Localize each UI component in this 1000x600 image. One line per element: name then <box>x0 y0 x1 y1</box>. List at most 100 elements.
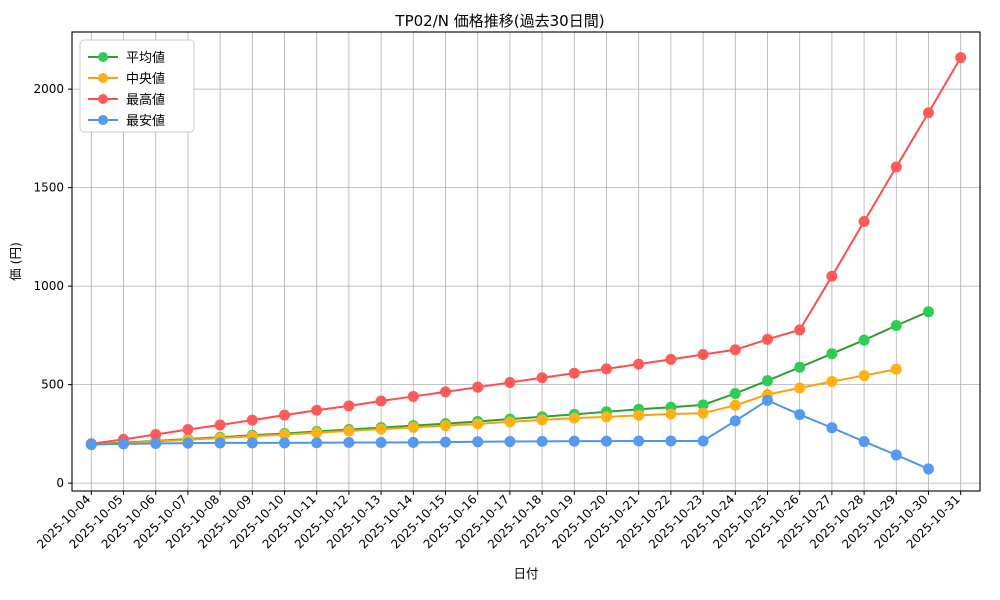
data-point-3[interactable] <box>214 437 226 449</box>
data-point-1[interactable] <box>826 375 838 387</box>
data-point-1[interactable] <box>890 363 902 375</box>
data-point-3[interactable] <box>85 439 97 451</box>
data-point-1[interactable] <box>472 418 484 430</box>
data-point-2[interactable] <box>890 161 902 173</box>
legend-marker-2 <box>98 94 108 104</box>
series-line-2 <box>90 56 962 445</box>
data-point-1[interactable] <box>440 420 452 432</box>
data-point-3[interactable] <box>794 409 806 421</box>
data-point-2[interactable] <box>375 395 387 407</box>
data-point-1[interactable] <box>407 421 419 433</box>
data-point-3[interactable] <box>568 435 580 447</box>
data-point-3[interactable] <box>665 435 677 447</box>
data-point-2[interactable] <box>150 428 162 440</box>
legend-label-3: 最安値 <box>126 113 165 129</box>
data-point-2[interactable] <box>794 324 806 336</box>
data-point-2[interactable] <box>826 270 838 282</box>
data-point-2[interactable] <box>955 52 967 64</box>
data-point-3[interactable] <box>826 422 838 434</box>
data-point-2[interactable] <box>922 107 934 119</box>
data-point-3[interactable] <box>182 437 194 449</box>
legend-label-0: 平均値 <box>126 50 165 66</box>
data-point-3[interactable] <box>922 463 934 475</box>
legend-marker-3 <box>98 115 108 125</box>
y-axis-tick-label: 1500 <box>33 181 64 195</box>
data-point-3[interactable] <box>472 436 484 448</box>
data-point-3[interactable] <box>729 415 741 427</box>
data-point-0[interactable] <box>729 387 741 399</box>
data-point-1[interactable] <box>794 382 806 394</box>
data-point-2[interactable] <box>182 424 194 436</box>
data-point-2[interactable] <box>858 216 870 228</box>
data-point-2[interactable] <box>343 400 355 412</box>
data-point-2[interactable] <box>697 348 709 360</box>
data-point-1[interactable] <box>375 423 387 435</box>
data-point-1[interactable] <box>858 370 870 382</box>
data-point-1[interactable] <box>504 416 516 428</box>
data-point-2[interactable] <box>633 358 645 370</box>
y-axis-tick-label: 1000 <box>33 279 64 293</box>
data-point-3[interactable] <box>858 436 870 448</box>
chart-title: TP02/N 価格推移(過去30日間) <box>395 12 605 30</box>
data-point-2[interactable] <box>440 386 452 398</box>
legend-marker-0 <box>98 52 108 62</box>
legend-box <box>79 39 195 133</box>
legend-label-2: 最高値 <box>126 92 165 108</box>
legend-label-1: 中央値 <box>126 71 165 87</box>
data-point-0[interactable] <box>858 334 870 346</box>
data-point-0[interactable] <box>826 348 838 360</box>
data-point-2[interactable] <box>311 404 323 416</box>
data-point-2[interactable] <box>729 344 741 356</box>
data-point-3[interactable] <box>600 435 612 447</box>
data-point-3[interactable] <box>343 437 355 449</box>
data-point-3[interactable] <box>279 437 291 449</box>
data-point-1[interactable] <box>633 409 645 421</box>
data-point-0[interactable] <box>761 375 773 387</box>
data-point-3[interactable] <box>697 435 709 447</box>
data-point-3[interactable] <box>407 436 419 448</box>
data-point-1[interactable] <box>600 411 612 423</box>
data-point-3[interactable] <box>246 437 258 449</box>
y-axis-label: 価 (円) <box>8 242 23 281</box>
data-point-2[interactable] <box>279 409 291 421</box>
data-point-3[interactable] <box>311 437 323 449</box>
data-point-0[interactable] <box>794 361 806 373</box>
data-point-3[interactable] <box>536 435 548 447</box>
data-point-1[interactable] <box>311 427 323 439</box>
data-point-2[interactable] <box>504 376 516 388</box>
data-point-0[interactable] <box>922 306 934 318</box>
y-axis-tick-label: 2000 <box>33 82 64 96</box>
series-line-1 <box>90 368 898 446</box>
data-point-1[interactable] <box>536 414 548 426</box>
data-point-1[interactable] <box>697 407 709 419</box>
x-axis-label: 日付 <box>513 566 538 581</box>
data-point-1[interactable] <box>729 399 741 411</box>
legend-marker-1 <box>98 73 108 83</box>
data-point-1[interactable] <box>665 408 677 420</box>
data-point-3[interactable] <box>504 436 516 448</box>
y-axis-tick-label: 500 <box>41 378 64 392</box>
data-point-2[interactable] <box>407 390 419 402</box>
data-point-3[interactable] <box>118 438 130 450</box>
data-point-3[interactable] <box>890 449 902 461</box>
data-point-3[interactable] <box>761 394 773 406</box>
data-point-2[interactable] <box>536 372 548 384</box>
data-point-2[interactable] <box>214 419 226 431</box>
data-point-2[interactable] <box>246 414 258 426</box>
data-point-1[interactable] <box>568 412 580 424</box>
data-point-3[interactable] <box>633 435 645 447</box>
data-point-1[interactable] <box>343 425 355 437</box>
data-point-2[interactable] <box>568 367 580 379</box>
plot-frame <box>71 31 981 492</box>
data-point-2[interactable] <box>665 353 677 365</box>
data-point-2[interactable] <box>600 363 612 375</box>
data-point-3[interactable] <box>375 437 387 449</box>
data-point-3[interactable] <box>150 438 162 450</box>
data-point-2[interactable] <box>472 381 484 393</box>
data-point-3[interactable] <box>440 436 452 448</box>
y-axis-tick-label: 0 <box>56 476 64 490</box>
data-point-2[interactable] <box>761 333 773 345</box>
data-point-0[interactable] <box>890 320 902 332</box>
